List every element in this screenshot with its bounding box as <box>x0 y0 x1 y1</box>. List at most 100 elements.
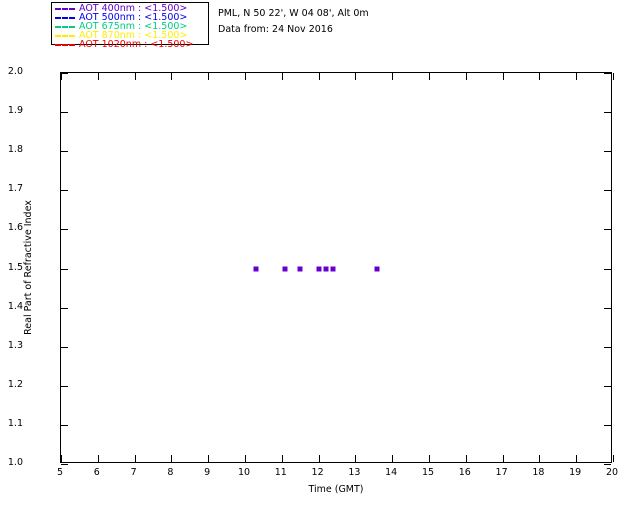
y-tick-right <box>604 229 611 231</box>
x-tick-label: 19 <box>569 467 582 478</box>
data-point <box>374 266 380 271</box>
x-tick-label: 14 <box>385 467 398 478</box>
x-tick-label: 10 <box>237 467 251 478</box>
x-tick-top <box>134 73 136 80</box>
x-tick-top <box>245 73 246 80</box>
title-line-station: PML, N 50 22', W 04 08', Alt 0m <box>218 8 369 19</box>
y-tick-label: 1.2 <box>7 378 23 390</box>
x-tick <box>134 455 136 462</box>
x-tick-top <box>171 73 173 80</box>
y-tick-right <box>604 151 611 153</box>
x-tick <box>281 455 283 462</box>
data-point <box>282 266 288 271</box>
data-point <box>253 266 259 271</box>
x-tick <box>392 455 394 462</box>
x-tick-top <box>539 73 541 80</box>
legend-dash-icon <box>55 25 75 28</box>
y-tick-right <box>604 464 611 465</box>
legend-item-label: AOT 400nm : <1.500> <box>79 3 188 14</box>
x-tick-top <box>281 73 283 80</box>
x-tick-top <box>465 73 467 80</box>
x-tick-top <box>61 73 62 80</box>
y-tick <box>61 307 68 309</box>
y-tick-right <box>604 190 611 192</box>
plot-area <box>61 73 614 465</box>
legend-item-675nm: AOT 675nm : <1.500> <box>52 22 208 31</box>
legend-item-label: AOT 870nm : <1.500> <box>79 30 188 41</box>
x-tick-top <box>502 73 504 80</box>
chart-title-block: PML, N 50 22', W 04 08', Alt 0m Data fro… <box>218 6 369 38</box>
y-tick <box>61 229 68 231</box>
legend-dash-icon <box>55 7 75 10</box>
legend-dash-icon <box>55 34 75 37</box>
y-tick-right <box>604 307 611 309</box>
x-tick-label: 15 <box>421 467 435 478</box>
y-tick-right <box>604 346 611 348</box>
y-tick-label: 1.6 <box>7 222 23 234</box>
legend-item-label: AOT 500nm : <1.500> <box>79 12 188 23</box>
title-line-date: Data from: 24 Nov 2016 <box>218 24 333 35</box>
x-tick-label: 11 <box>274 467 287 478</box>
x-tick-label: 18 <box>532 467 545 478</box>
y-tick-label: 1.1 <box>7 417 23 429</box>
y-tick <box>61 464 68 465</box>
x-tick <box>208 455 210 462</box>
y-tick-label: 2.0 <box>7 66 23 77</box>
x-tick-top <box>429 73 430 80</box>
y-tick-right <box>604 424 611 426</box>
x-tick <box>171 455 173 462</box>
x-tick-label: 16 <box>458 467 471 478</box>
y-axis-title: Real Part of Refractive Index <box>23 200 34 335</box>
x-tick-top <box>392 73 394 80</box>
x-tick-label: 8 <box>167 467 174 478</box>
x-tick <box>465 455 467 462</box>
x-tick <box>61 455 62 462</box>
x-axis-title: Time (GMT) <box>308 484 364 495</box>
x-tick-label: 7 <box>130 467 137 478</box>
y-tick-label: 1.3 <box>7 339 23 351</box>
x-tick-label: 6 <box>93 467 100 478</box>
y-tick <box>61 424 68 426</box>
y-tick-label: 1.0 <box>7 457 23 468</box>
x-tick-label: 5 <box>56 467 64 478</box>
x-tick <box>318 455 320 462</box>
x-tick <box>355 455 357 462</box>
data-point <box>316 266 322 271</box>
legend-item-400nm: AOT 400nm : <1.500> <box>52 4 208 13</box>
x-tick-top <box>318 73 320 80</box>
data-point <box>323 266 329 271</box>
legend-dash-icon <box>55 16 75 19</box>
x-tick-label: 9 <box>204 467 211 478</box>
x-tick <box>613 455 614 462</box>
x-tick-top <box>355 73 357 80</box>
y-tick <box>61 151 68 153</box>
x-tick <box>97 455 99 462</box>
x-tick-top <box>97 73 99 80</box>
legend-item-500nm: AOT 500nm : <1.500> <box>52 13 208 22</box>
y-tick <box>61 112 68 114</box>
y-tick-right <box>604 385 611 387</box>
x-tick <box>576 455 578 462</box>
y-tick-label: 1.4 <box>7 300 23 312</box>
x-tick-top <box>613 73 614 80</box>
y-tick <box>61 190 68 192</box>
x-tick-top <box>576 73 578 80</box>
legend: AOT 400nm : <1.500> AOT 500nm : <1.500> AO… <box>51 2 209 49</box>
legend-item-label: AOT 1020nm : <1.500> <box>79 39 194 50</box>
y-tick-label: 1.8 <box>7 144 23 156</box>
x-tick-label: 12 <box>311 467 324 478</box>
y-tick-right <box>604 112 611 114</box>
y-tick-label: 1.5 <box>7 261 23 273</box>
y-tick <box>61 346 68 348</box>
x-tick <box>539 455 541 462</box>
x-tick <box>502 455 504 462</box>
y-tick-label: 1.9 <box>7 105 23 117</box>
legend-item-label: AOT 675nm : <1.500> <box>79 21 188 32</box>
y-tick <box>61 73 68 74</box>
legend-dash-icon <box>55 43 75 46</box>
data-point <box>297 266 303 271</box>
legend-item-870nm: AOT 870nm : <1.500> <box>52 31 208 40</box>
x-tick-label: 20 <box>605 467 619 478</box>
y-tick-right <box>604 73 611 74</box>
